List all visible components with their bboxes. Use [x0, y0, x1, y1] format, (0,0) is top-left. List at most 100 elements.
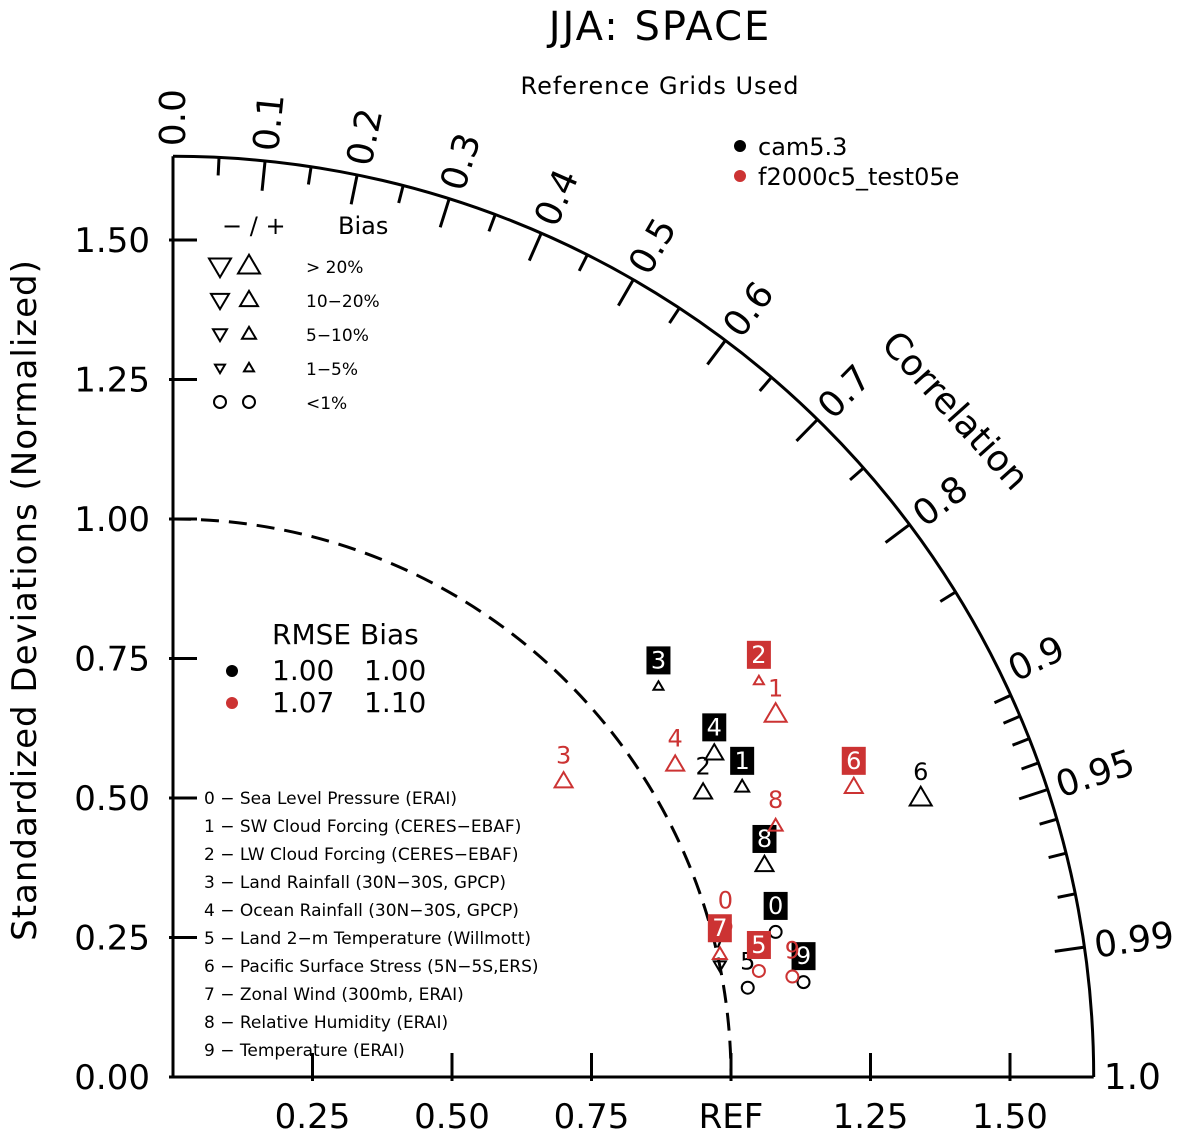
correlation-label: 0.3	[433, 129, 489, 196]
correlation-tick	[668, 307, 681, 324]
data-point	[552, 770, 575, 789]
variable-legend-item: 7 − Zonal Wind (300mb, ERAI)	[204, 985, 464, 1005]
variable-legend-item: 6 − Pacific Surface Stress (5N−5S,ERS)	[204, 957, 539, 977]
data-label: 2	[695, 752, 710, 780]
data-label-box	[746, 640, 771, 669]
correlation-tick	[939, 590, 957, 603]
variable-legend-item: 9 − Temperature (ERAI)	[204, 1041, 405, 1061]
variable-legend-item: 8 − Relative Humidity (ERAI)	[204, 1013, 448, 1033]
x-tick-label: 1.50	[972, 1097, 1048, 1135]
data-point	[766, 816, 785, 832]
y-tick-label: 0.25	[74, 919, 150, 959]
bias-legend-row: 1−5%	[306, 360, 358, 380]
data-label: 8	[768, 786, 783, 814]
correlation-tick	[487, 214, 497, 232]
data-label: 4	[668, 725, 683, 753]
model-legend-label: f2000c5_test05e	[758, 163, 959, 191]
model-legend-dot	[734, 170, 746, 182]
data-label-box	[763, 891, 788, 920]
data-label-box	[752, 824, 777, 853]
data-label-box	[702, 713, 727, 742]
correlation-label: 0.8	[906, 468, 976, 535]
data-point	[751, 963, 766, 978]
bias-legend-header: − / +	[222, 212, 286, 240]
correlation-tick	[216, 157, 221, 176]
data-point	[664, 753, 686, 772]
rmse-value: 1.00	[272, 654, 334, 687]
correlation-label: 0.7	[810, 357, 879, 427]
correlation-tick	[1018, 788, 1049, 801]
data-point	[785, 969, 800, 984]
y-tick-label: 0.75	[74, 640, 150, 680]
data-label: 3	[556, 741, 571, 769]
data-point	[692, 781, 714, 800]
data-point	[651, 679, 666, 691]
correlation-tick	[527, 232, 543, 262]
variable-legend-item: 0 − Sea Level Pressure (ERAI)	[204, 789, 457, 809]
bias-legend-row: > 20%	[306, 258, 363, 278]
correlation-tick	[438, 198, 451, 228]
bias-legend-row: 5−10%	[306, 326, 369, 346]
correlation-tick	[260, 160, 267, 191]
data-label-box	[791, 942, 816, 971]
bias-negative-icon	[213, 395, 227, 409]
variable-legend-item: 4 − Ocean Rainfall (30N−30S, GPCP)	[204, 901, 519, 921]
y-tick-label: 0.00	[74, 1058, 150, 1098]
data-label-box	[730, 746, 755, 775]
correlation-tick	[1011, 737, 1030, 747]
data-label: 9	[785, 937, 800, 965]
data-point	[752, 673, 766, 686]
bias-legend-row: 10−20%	[306, 292, 380, 312]
variable-legend-item: 5 − Land 2−m Temperature (Willmott)	[204, 929, 531, 949]
data-label: 0	[768, 892, 783, 920]
correlation-tick	[1021, 761, 1039, 771]
y-tick-label: 1.00	[74, 500, 150, 540]
correlation-tick	[349, 174, 359, 205]
correlation-tick	[849, 466, 865, 482]
x-tick-label: REF	[699, 1097, 764, 1135]
data-label-box	[841, 746, 866, 775]
x-tick-label: 0.50	[414, 1097, 490, 1135]
data-point	[712, 960, 728, 974]
data-label: 0	[718, 886, 733, 914]
bias-positive-icon	[236, 252, 262, 275]
bias-negative-icon	[213, 363, 227, 376]
correlation-label: 0.99	[1092, 915, 1177, 967]
correlation-tick	[1057, 892, 1076, 899]
correlation-label: 1.0	[1104, 1057, 1161, 1098]
data-point	[711, 945, 729, 960]
data-point	[796, 975, 811, 990]
correlation-tick	[1048, 851, 1067, 860]
correlation-tick	[306, 166, 313, 185]
data-label: 5	[751, 931, 766, 959]
data-point	[762, 701, 789, 723]
bias-value: 1.00	[364, 654, 426, 687]
variable-legend-item: 1 − SW Cloud Forcing (CERES−EBAF)	[204, 817, 521, 837]
data-label: 1	[735, 747, 750, 775]
bias-negative-icon	[211, 328, 229, 344]
correlation-tick	[1002, 714, 1021, 725]
axes: 0.000.250.500.751.001.251.500.25 0.50 0.75…	[74, 89, 1176, 1135]
bias-negative-icon	[209, 292, 231, 312]
data-point	[753, 853, 776, 873]
rmse-row-dot	[226, 665, 238, 677]
correlation-label: 0.6	[715, 275, 782, 345]
model-legend-label: cam5.3	[758, 133, 847, 161]
bias-negative-icon	[207, 257, 233, 280]
data-label-box	[646, 646, 671, 675]
data-label-box	[746, 930, 771, 959]
data-label: 8	[757, 825, 772, 853]
data-label: 6	[913, 758, 928, 786]
correlation-label: 0.2	[340, 105, 392, 169]
data-label: 2	[751, 641, 766, 669]
data-label-box	[707, 914, 732, 943]
data-label: 4	[707, 713, 722, 741]
data-point	[703, 742, 726, 761]
correlation-tick	[577, 254, 589, 272]
correlation-label: 0.0	[153, 89, 194, 146]
x-tick-label: 1.25	[833, 1097, 909, 1135]
data-label: 9	[796, 942, 811, 970]
bias-legend-header-label: Bias	[338, 212, 388, 240]
y-tick-label: 1.25	[74, 361, 150, 401]
